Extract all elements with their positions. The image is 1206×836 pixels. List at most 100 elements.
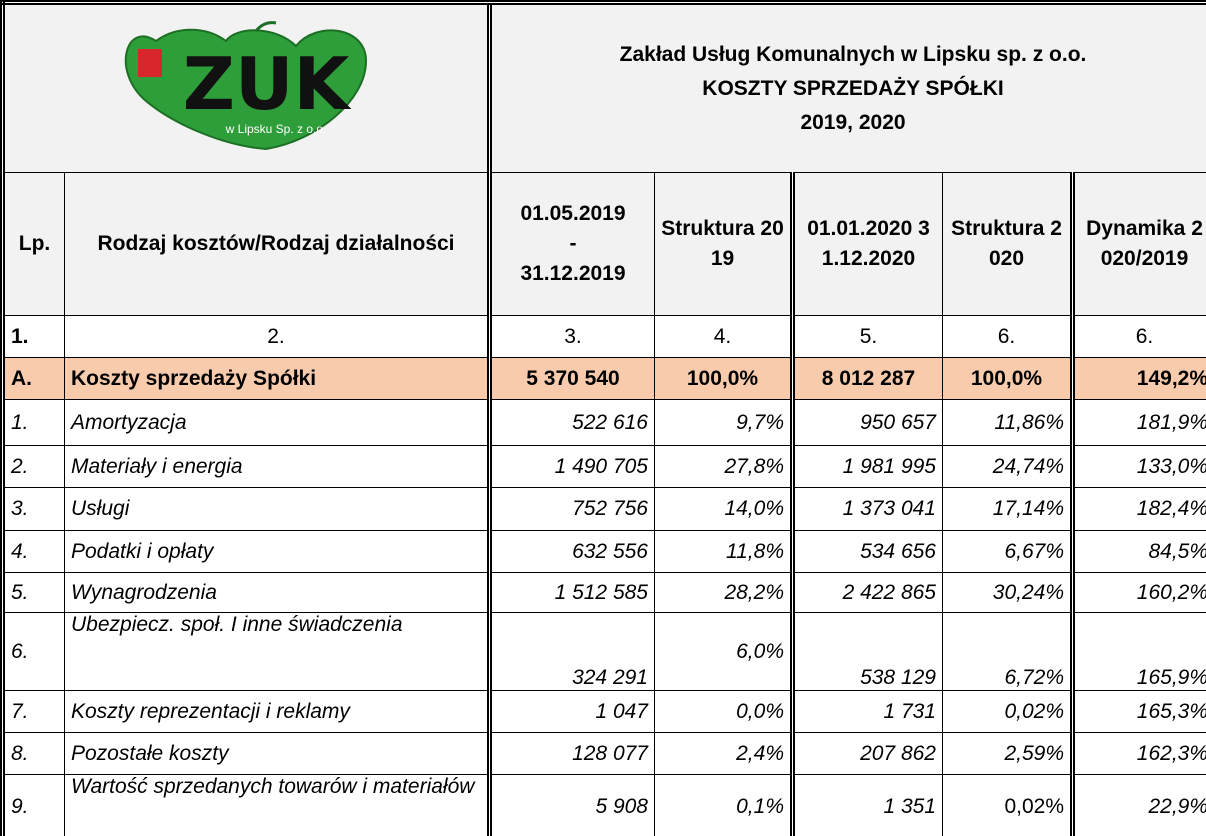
logo-subtext: w Lipsku Sp. z o.o. (225, 122, 327, 136)
total-row: A. Koszty sprzedaży Spółki 5 370 540 100,0%… (0, 357, 1206, 400)
cell: 1 981 995 (790, 445, 943, 488)
cell: 1 490 705 (487, 445, 655, 488)
cell: Koszty reprezentacji i reklamy (64, 690, 490, 733)
cell: 1 512 585 (487, 572, 655, 613)
cell: Koszty sprzedaży Spółki (64, 357, 490, 400)
cell: 2,4% (654, 732, 793, 775)
company: Zakład Usług Komunalnych w Lipsku sp. z … (619, 42, 1087, 66)
cell: 01.01.2020 31.12.2020 (790, 172, 943, 316)
cell: Wartość sprzedanych towarów i materiałów (64, 774, 490, 836)
cell: 6,0% (654, 612, 793, 691)
cell: 165,9% (1069, 612, 1206, 691)
title-cell: Zakład Usług Komunalnych w Lipsku sp. z … (486, 0, 1206, 173)
data-row: 8. Pozostałe koszty 128 077 2,4% 207 862 2,59… (0, 732, 1206, 775)
data-row: 2. Materiały i energia 1 490 705 27,8% 1 981… (0, 445, 1206, 488)
cell: 3. (487, 315, 655, 358)
cell: 28,2% (654, 572, 793, 613)
cell: 181,9% (1069, 399, 1206, 446)
cell: 1 731 (790, 690, 943, 733)
cell: 11,86% (942, 399, 1073, 446)
cell: 1 351 (790, 774, 943, 836)
cell: 950 657 (790, 399, 943, 446)
logo: ZUK w Lipsku Sp. z o.o. (124, 20, 368, 150)
cell: Usługi (64, 487, 490, 531)
cell: 9,7% (654, 399, 793, 446)
years: 2019, 2020 (800, 110, 906, 134)
logo-crest (138, 48, 162, 77)
cell: 0,1% (654, 774, 793, 836)
cell: A. (0, 357, 65, 400)
logo-text: ZUK (183, 42, 352, 126)
cell: 522 616 (487, 399, 655, 446)
cell: Pozostałe koszty (64, 732, 490, 775)
cell: 9. (0, 774, 65, 836)
cell: Amortyzacja (64, 399, 490, 446)
cell: 0,0% (654, 690, 793, 733)
cell: 128 077 (487, 732, 655, 775)
cell: 207 862 (790, 732, 943, 775)
cell: Podatki i opłaty (64, 530, 490, 573)
cell: Wynagrodzenia (64, 572, 490, 613)
cell: 752 756 (487, 487, 655, 531)
cell: 8. (0, 732, 65, 775)
cell: 100,0% (942, 357, 1073, 400)
cell: 100,0% (654, 357, 793, 400)
cell: 0,02% (942, 774, 1073, 836)
cell: 2. (0, 445, 65, 488)
cell: 2. (64, 315, 490, 358)
cell: 3. (0, 487, 65, 531)
cell: 133,0% (1069, 445, 1206, 488)
cell: 84,5% (1069, 530, 1206, 573)
cell: 162,3% (1069, 732, 1206, 775)
cell: 2 422 865 (790, 572, 943, 613)
cell: 149,2% (1069, 357, 1206, 400)
cell: Rodzaj kosztów/Rodzaj działalności (64, 172, 490, 316)
cell: 324 291 (487, 612, 655, 691)
logo-stem (254, 20, 277, 32)
cell: Struktura 2019 (654, 172, 793, 316)
cell: 1. (0, 399, 65, 446)
cell: 1 047 (487, 690, 655, 733)
column-header-row: Lp. Rodzaj kosztów/Rodzaj działalności 01.… (0, 172, 1206, 316)
cell: 1 373 041 (790, 487, 943, 531)
cell: 1. (0, 315, 65, 358)
cell: 14,0% (654, 487, 793, 531)
cell: 538 129 (790, 612, 943, 691)
logo-cell: ZUK w Lipsku Sp. z o.o. (0, 0, 490, 173)
data-row: 9. Wartość sprzedanych towarów i materiał… (0, 774, 1206, 836)
header-row: ZUK w Lipsku Sp. z o.o. Zakład Usług Kom… (0, 0, 1206, 173)
cell: Lp. (0, 172, 65, 316)
cell: 17,14% (942, 487, 1073, 531)
data-row: 3. Usługi 752 756 14,0% 1 373 041 17,14% 182,4… (0, 487, 1206, 531)
number-row: 1. 2. 3. 4. 5. 6. 6. (0, 315, 1206, 358)
cell: Ubezpiecz. społ. I inne świadczenia (64, 612, 490, 691)
cell: 22,9% (1069, 774, 1206, 836)
cell: 2,59% (942, 732, 1073, 775)
cell: 5. (790, 315, 943, 358)
logo-heart (124, 28, 368, 150)
cell: Dynamika 2020/2019 (1069, 172, 1206, 316)
cell: 5. (0, 572, 65, 613)
cell: 01.05.2019 - 31.12.2019 (487, 172, 655, 316)
cell: Struktura 2020 (942, 172, 1073, 316)
cell: 5 908 (487, 774, 655, 836)
cell: 160,2% (1069, 572, 1206, 613)
cell: 4. (0, 530, 65, 573)
cell: 30,24% (942, 572, 1073, 613)
cell: 4. (654, 315, 793, 358)
cell: 0,02% (942, 690, 1073, 733)
cell: 6. (1069, 315, 1206, 358)
cell: 7. (0, 690, 65, 733)
data-row: 5. Wynagrodzenia 1 512 585 28,2% 2 422 865 30… (0, 572, 1206, 613)
cell: 165,3% (1069, 690, 1206, 733)
data-row: 7. Koszty reprezentacji i reklamy 1 047 0,0… (0, 690, 1206, 733)
cell: Materiały i energia (64, 445, 490, 488)
cell: 24,74% (942, 445, 1073, 488)
cell: 182,4% (1069, 487, 1206, 531)
cell: 6. (0, 612, 65, 691)
cell: 534 656 (790, 530, 943, 573)
data-row: 1. Amortyzacja 522 616 9,7% 950 657 11,86% 181… (0, 399, 1206, 446)
cell: 8 012 287 (790, 357, 943, 400)
